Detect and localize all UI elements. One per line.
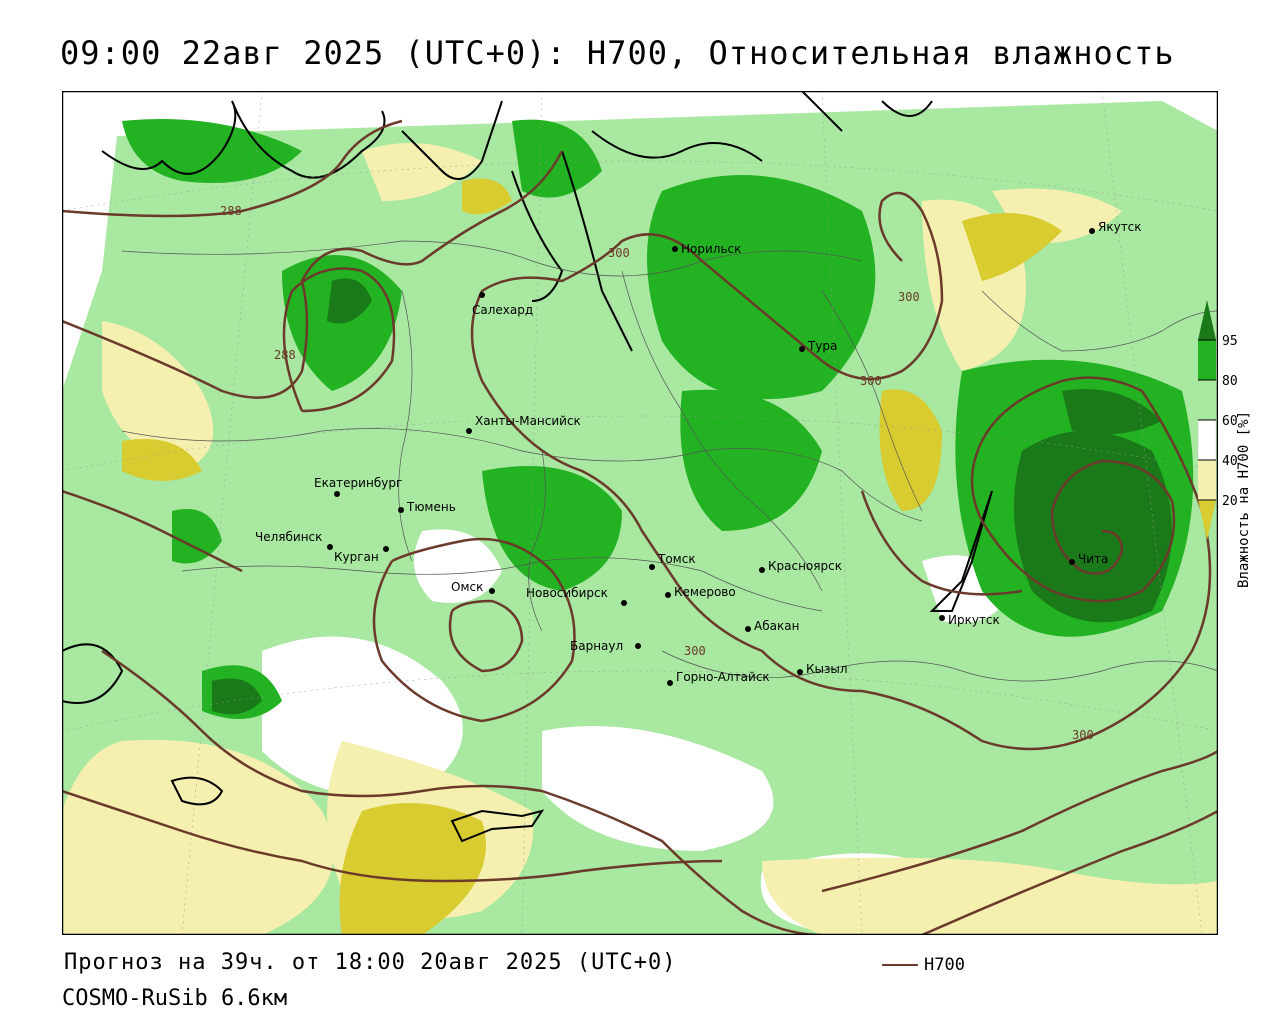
city-abakan: Абакан	[745, 619, 799, 633]
colorbar-tick-60: 60	[1222, 414, 1238, 429]
svg-text:Ханты-Мансийск: Ханты-Мансийск	[475, 414, 581, 428]
contour-line-swatch	[882, 964, 918, 966]
city-gorno-altaysk: Горно-Алтайск	[667, 670, 770, 686]
city-salekhard: Салехард	[472, 292, 533, 317]
svg-text:Горно-Алтайск: Горно-Алтайск	[676, 670, 770, 684]
svg-text:Барнаул: Барнаул	[570, 639, 623, 653]
city-novosibirsk: Новосибирск	[526, 586, 627, 606]
city-khanty-mansiysk: Ханты-Мансийск	[466, 414, 581, 434]
svg-text:Абакан: Абакан	[754, 619, 799, 633]
svg-text:Новосибирск: Новосибирск	[526, 586, 608, 600]
city-tyumen: Тюмень	[398, 500, 456, 514]
city-irkutsk: Иркутск	[939, 613, 1000, 627]
colorbar-tick-40: 40	[1222, 454, 1238, 469]
h700-contours	[62, 119, 1218, 935]
colorbar-tick-80: 80	[1222, 374, 1238, 389]
svg-text:Курган: Курган	[334, 550, 379, 564]
city-kyzyl: Кызыл	[797, 662, 848, 676]
city-chelyabinsk: Челябинск	[255, 530, 333, 550]
humidity-fields	[62, 101, 1218, 935]
svg-text:Салехард: Салехард	[472, 303, 533, 317]
model-name: COSMO-RuSib 6.6км	[62, 986, 288, 1011]
svg-text:Красноярск: Красноярск	[768, 559, 842, 573]
city-norilsk: Норильск	[672, 242, 741, 256]
city-markers: Норильск Якутск Салехард Тура Ханты-Манс…	[255, 220, 1142, 686]
svg-text:Кемерово: Кемерово	[674, 585, 736, 599]
svg-text:Кызыл: Кызыл	[806, 662, 848, 676]
city-omsk: Омск	[451, 580, 495, 594]
contour-label: 300	[684, 644, 706, 658]
svg-text:Челябинск: Челябинск	[255, 530, 322, 544]
colorbar-top-triangle	[1198, 300, 1216, 340]
contour-legend-label: H700	[924, 955, 965, 975]
contour-labels: 288 288 300 300 300 300 300	[220, 204, 1094, 742]
svg-text:Омск: Омск	[451, 580, 483, 594]
city-tura: Тура	[799, 339, 837, 353]
contour-label: 300	[898, 290, 920, 304]
colorbar-title: Влажность на H700 [%]	[1236, 410, 1252, 588]
contour-label: 300	[860, 374, 882, 388]
svg-text:Норильск: Норильск	[681, 242, 741, 256]
svg-text:Иркутск: Иркутск	[948, 613, 1000, 627]
svg-text:Якутск: Якутск	[1098, 220, 1142, 234]
city-kurgan: Курган	[334, 546, 389, 564]
map-title: 09:00 22авг 2025 (UTC+0): H700, Относите…	[60, 34, 1175, 72]
city-barnaul: Барнаул	[570, 639, 641, 653]
coastlines	[62, 91, 993, 843]
contour-label: 288	[220, 204, 242, 218]
admin-borders	[121, 240, 1218, 682]
city-yakutsk: Якутск	[1089, 220, 1142, 234]
city-tomsk: Томск	[649, 552, 696, 570]
city-chita: Чита	[1069, 552, 1108, 566]
colorbar-bottom-triangle	[1198, 500, 1216, 540]
colorbar	[1197, 300, 1217, 540]
svg-text:Тюмень: Тюмень	[406, 500, 456, 514]
svg-text:Томск: Томск	[657, 552, 696, 566]
svg-text:Екатеринбург: Екатеринбург	[314, 476, 402, 490]
colorbar-tick-95: 95	[1222, 334, 1238, 349]
contour-label: 300	[608, 246, 630, 260]
graticule	[62, 91, 1218, 935]
city-yekaterinburg: Екатеринбург	[314, 476, 402, 497]
forecast-info: Прогноз на 39ч. от 18:00 20авг 2025 (UTC…	[64, 950, 677, 975]
city-kemerovo: Кемерово	[665, 585, 736, 599]
contour-legend: H700	[882, 955, 965, 975]
contour-label: 288	[274, 348, 296, 362]
city-krasnoyarsk: Красноярск	[759, 559, 842, 573]
colorbar-tick-20: 20	[1222, 494, 1238, 509]
svg-text:Тура: Тура	[807, 339, 837, 353]
contour-label: 300	[1072, 728, 1094, 742]
humidity-map: 288 288 300 300 300 300 300 Норильск Яку…	[62, 91, 1218, 935]
svg-text:Чита: Чита	[1078, 552, 1108, 566]
